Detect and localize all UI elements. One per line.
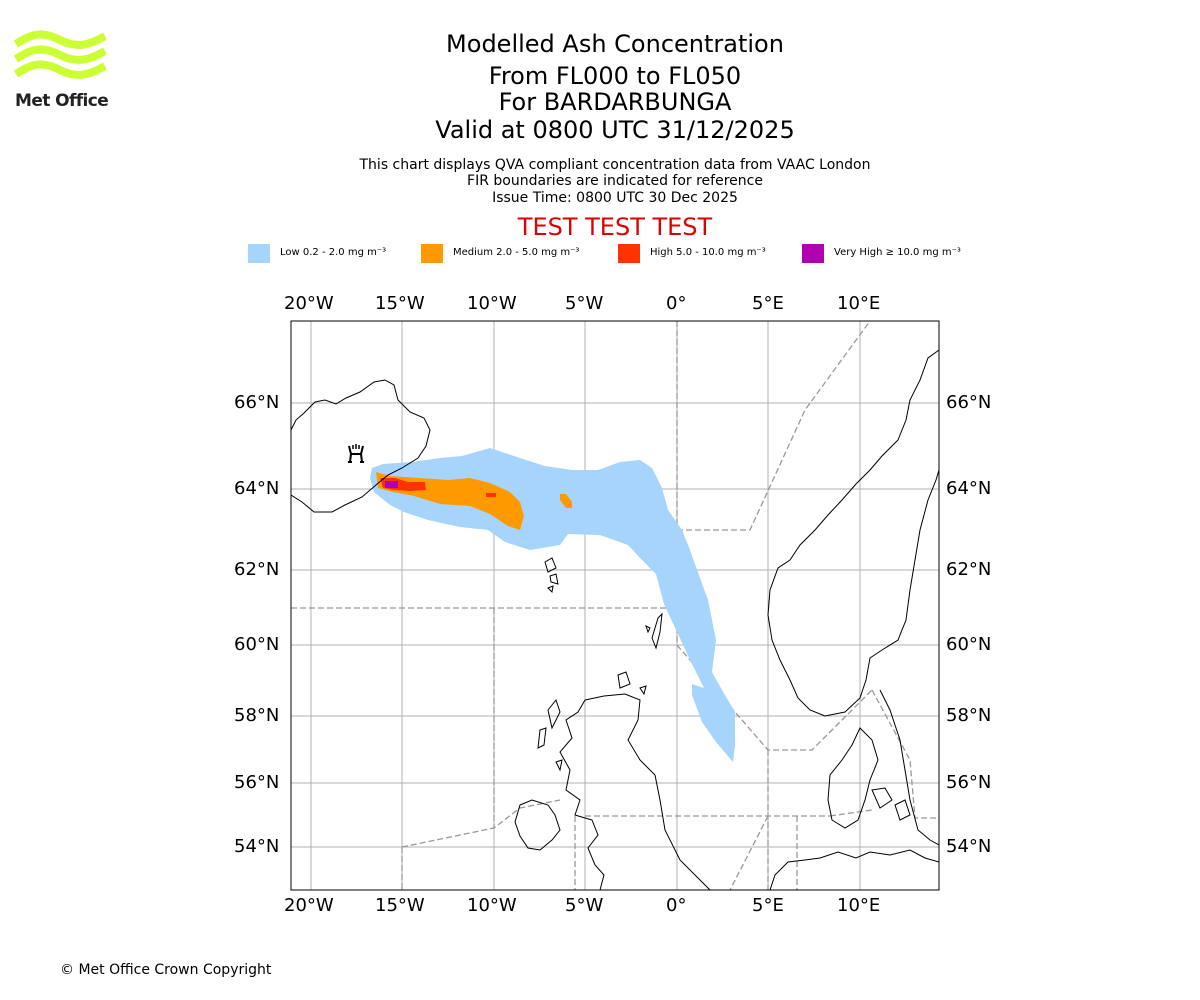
ireland-coast: [514, 799, 561, 851]
norway-coast: [767, 349, 939, 717]
great-britain-coast: [559, 693, 711, 890]
met-office-wave-logo: [14, 30, 106, 79]
test-banner: TEST TEST TEST: [517, 213, 713, 241]
legend-label-low: Low 0.2 - 2.0 mg m⁻³: [280, 247, 387, 258]
lon-label-bottom: 0°: [666, 895, 687, 916]
lat-label-left: 58°N: [234, 705, 280, 726]
lon-label-bottom: 10°E: [837, 895, 881, 916]
volcano-name: For BARDARBUNGA: [498, 88, 732, 116]
faroe-islands: [544, 557, 559, 594]
legend-swatch-medium: [421, 244, 443, 263]
volcano-symbol-icon: [348, 444, 364, 463]
lat-label-left: 64°N: [234, 478, 280, 499]
map-background: [291, 321, 939, 890]
lat-label-left: 54°N: [234, 836, 280, 857]
qva-note: This chart displays QVA compliant concen…: [359, 157, 871, 173]
issue-time: Issue Time: 0800 UTC 30 Dec 2025: [492, 190, 738, 206]
flight-level-range: From FL000 to FL050: [488, 62, 742, 90]
ash-area-high: [486, 493, 496, 497]
lat-label-right: 58°N: [946, 705, 992, 726]
lon-label-top: 5°W: [565, 293, 604, 314]
lon-label-bottom: 5°E: [752, 895, 784, 916]
legend-label-very-high: Very High ≥ 10.0 mg m⁻³: [834, 247, 961, 258]
orkney-islands: [617, 671, 647, 696]
chart-title: Modelled Ash Concentration: [446, 30, 784, 58]
ash-area-very-high: [385, 481, 398, 488]
fir-note: FIR boundaries are indicated for referen…: [467, 173, 763, 189]
lat-label-right: 66°N: [946, 392, 992, 413]
ash-area-medium: [560, 494, 572, 508]
valid-time: Valid at 0800 UTC 31/12/2025: [435, 116, 795, 144]
legend-swatch-high: [618, 244, 640, 263]
lat-label-right: 62°N: [946, 559, 992, 580]
lat-label-left: 62°N: [234, 559, 280, 580]
lat-label-left: 66°N: [234, 392, 280, 413]
lat-label-left: 60°N: [234, 634, 280, 655]
lat-label-left: 56°N: [234, 772, 280, 793]
iceland-coast: [291, 379, 431, 513]
sweden-coast: [879, 689, 939, 846]
lon-label-top: 5°E: [752, 293, 784, 314]
lon-label-top: 0°: [666, 293, 687, 314]
legend-swatch-low: [248, 244, 270, 263]
continental-coast: [769, 849, 939, 890]
lon-label-bottom: 20°W: [284, 895, 334, 916]
copyright: © Met Office Crown Copyright: [60, 962, 272, 978]
ash-area-low: [370, 448, 735, 762]
denmark-coast: [827, 727, 911, 829]
logo-text: Met Office: [15, 91, 109, 111]
shetland-islands: [645, 612, 663, 650]
lon-label-top: 20°W: [284, 293, 334, 314]
lat-label-right: 64°N: [946, 478, 992, 499]
hebrides: [537, 698, 563, 772]
coastlines: [291, 349, 939, 890]
legend-label-medium: Medium 2.0 - 5.0 mg m⁻³: [453, 247, 580, 258]
lat-label-right: 56°N: [946, 772, 992, 793]
map-frame: [290, 320, 940, 891]
lon-label-bottom: 10°W: [467, 895, 517, 916]
lon-label-top: 10°E: [837, 293, 881, 314]
lat-label-right: 60°N: [946, 634, 992, 655]
legend-label-high: High 5.0 - 10.0 mg m⁻³: [650, 247, 766, 258]
legend-swatch-very-high: [802, 244, 824, 263]
lon-label-top: 10°W: [467, 293, 517, 314]
lon-label-bottom: 15°W: [375, 895, 425, 916]
lat-label-right: 54°N: [946, 836, 992, 857]
met-office-logo: Met Office: [14, 30, 109, 115]
lon-label-bottom: 5°W: [565, 895, 604, 916]
lon-label-top: 15°W: [375, 293, 425, 314]
